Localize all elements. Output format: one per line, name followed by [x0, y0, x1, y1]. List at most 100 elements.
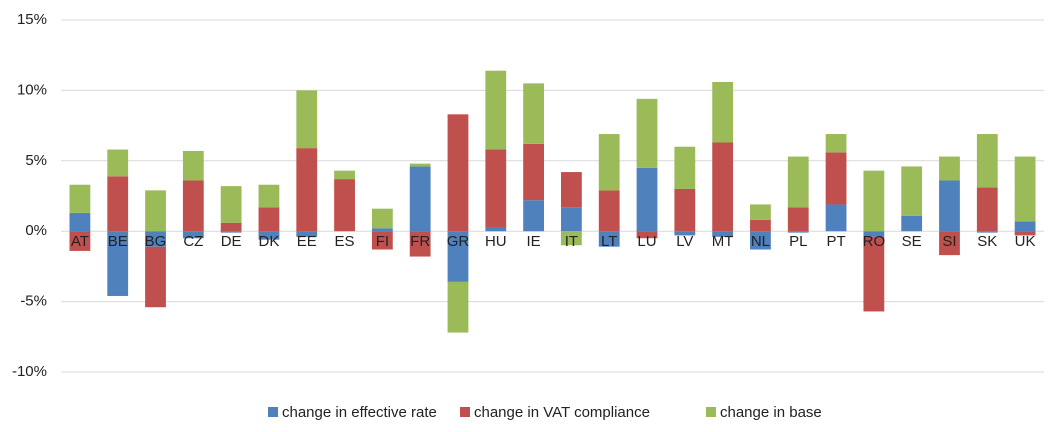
legend-swatch: [268, 407, 278, 417]
bar-segment: [825, 134, 847, 153]
x-tick-label: MT: [712, 233, 734, 250]
bar-segment: [447, 114, 469, 232]
legend-swatch: [706, 407, 716, 417]
bar-segment: [636, 231, 658, 239]
x-tick-label: ES: [335, 233, 355, 250]
bar-segment: [334, 170, 355, 180]
bar-segment: [674, 188, 696, 232]
legend-label: change in effective rate: [282, 404, 437, 421]
bar-segment: [939, 180, 960, 232]
bar-segment: [334, 179, 355, 232]
x-tick-label: LV: [676, 233, 693, 250]
x-tick-label: DK: [259, 233, 280, 250]
legend-label: change in VAT compliance: [474, 404, 650, 421]
bar-segment: [409, 231, 431, 257]
x-tick-label: EE: [297, 233, 317, 250]
bar-segment: [182, 231, 204, 239]
bar-segment: [787, 231, 809, 233]
bar-segment: [674, 231, 696, 236]
bar-segment: [447, 281, 469, 333]
bar-segment: [523, 200, 544, 232]
x-tick-label: GR: [447, 233, 470, 250]
bar-segment: [145, 246, 166, 308]
bar-segment: [598, 190, 620, 232]
bar-segment: [636, 167, 658, 232]
bar-segment: [712, 142, 734, 232]
y-tick-label: -10%: [12, 363, 47, 380]
x-tick-label: HU: [485, 233, 507, 250]
bar-segment: [674, 146, 696, 189]
bar-segment: [220, 222, 242, 232]
bar-segment: [1014, 156, 1036, 222]
bar-segment: [107, 149, 129, 177]
legend-label: change in base: [720, 404, 822, 421]
bar-segment: [69, 212, 91, 232]
bar-segment: [182, 180, 204, 232]
bar-segment: [787, 207, 809, 232]
x-tick-label: FR: [410, 233, 430, 250]
bar-segment: [523, 143, 544, 201]
bar-segment: [485, 70, 507, 150]
x-tick-label: LU: [637, 233, 656, 250]
bar-segment: [712, 231, 734, 237]
bar-segment: [976, 134, 998, 188]
x-tick-label: BE: [108, 233, 128, 250]
bar-segment: [636, 98, 658, 168]
bar-segment: [296, 90, 318, 149]
x-tick-label: IT: [565, 233, 578, 250]
bar-segment: [447, 231, 469, 282]
bar-segment: [485, 149, 507, 227]
bar-segment: [750, 219, 771, 232]
x-tick-label: LT: [601, 233, 617, 250]
bar-segment: [258, 184, 280, 208]
bar-segment: [787, 156, 809, 208]
bar-segment: [939, 231, 960, 256]
bar-segment: [220, 186, 242, 223]
x-tick-label: DE: [221, 233, 242, 250]
bar-segment: [750, 204, 771, 220]
bar-segment: [107, 231, 129, 296]
bar-segment: [825, 152, 847, 205]
bar-segment: [371, 208, 393, 229]
x-tick-label: AT: [71, 233, 89, 250]
x-tick-label: IE: [527, 233, 541, 250]
bar-segment: [939, 156, 960, 181]
bar-segment: [182, 150, 204, 181]
bar-segment: [296, 231, 318, 237]
bar-segment: [598, 231, 620, 247]
bar-segment: [523, 83, 544, 144]
x-tick-label: CZ: [183, 233, 203, 250]
x-tick-label: BG: [145, 233, 167, 250]
bar-segment: [409, 166, 431, 232]
bar-segment: [69, 231, 91, 251]
bar-segment: [863, 170, 885, 232]
x-tick-label: UK: [1015, 233, 1036, 250]
bar-segment: [825, 204, 847, 232]
y-tick-label: 10%: [17, 81, 47, 98]
bar-segment: [145, 231, 166, 247]
y-tick-label: -5%: [20, 293, 47, 310]
bar-segment: [1014, 221, 1036, 232]
bar-segment: [220, 231, 242, 233]
x-tick-label: SK: [977, 233, 997, 250]
x-tick-label: SI: [942, 233, 956, 250]
bar-segment: [409, 163, 431, 167]
y-tick-label: 0%: [25, 222, 47, 239]
x-tick-label: SE: [902, 233, 922, 250]
bar-segment: [107, 176, 129, 232]
bar-segment: [976, 187, 998, 232]
bar-segment: [296, 148, 318, 232]
x-tick-label: PT: [826, 233, 845, 250]
bar-segment: [485, 226, 507, 232]
bar-segment: [258, 207, 280, 232]
x-tick-label: NL: [751, 233, 770, 250]
legend-swatch: [460, 407, 470, 417]
x-tick-label: PL: [789, 233, 807, 250]
bar-segment: [69, 184, 91, 213]
bar-segment: [901, 215, 923, 232]
bar-segment: [258, 231, 280, 240]
bar-segment: [561, 231, 582, 246]
bar-segment: [561, 172, 582, 208]
bar-segment: [976, 231, 998, 233]
bar-segment: [598, 134, 620, 191]
